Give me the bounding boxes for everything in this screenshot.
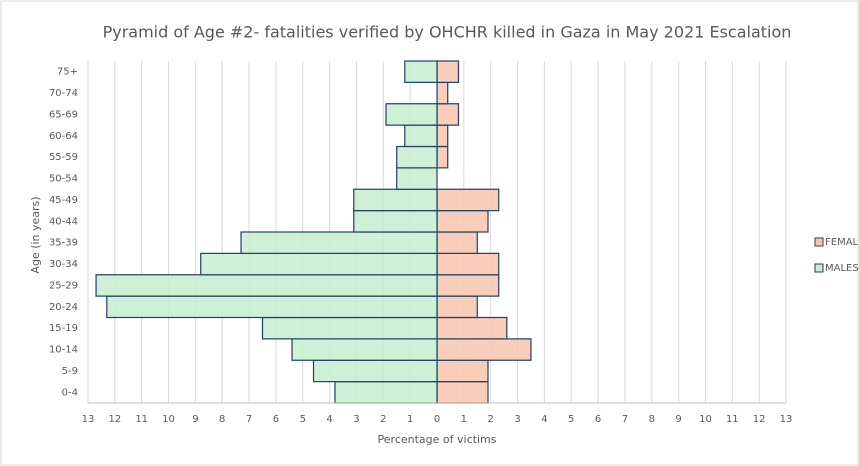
y-tick-label: 50-54 [49, 174, 78, 185]
x-tick-label: 7 [622, 414, 628, 425]
legend-swatch [814, 263, 824, 273]
x-tick-label: 2 [488, 414, 494, 425]
y-tick-label: 30-34 [49, 259, 78, 270]
y-tick-label: 5-9 [62, 366, 78, 377]
x-tick-label: 13 [82, 414, 95, 425]
x-tick-label: 8 [219, 414, 225, 425]
bar [353, 188, 438, 212]
bar [436, 295, 478, 319]
bar [396, 167, 438, 190]
bar [353, 210, 438, 233]
chart-title: Pyramid of Age #2- fatalities verified b… [103, 23, 792, 42]
bar [334, 381, 438, 404]
y-tick-label: 10-14 [49, 345, 78, 356]
bar [436, 188, 500, 212]
x-tick-label: 10 [162, 414, 175, 425]
bar [436, 252, 500, 276]
y-tick-label: 55-59 [49, 152, 78, 163]
bar [312, 359, 438, 383]
y-tick-label: 70-74 [49, 88, 78, 99]
y-tick-label: 65-69 [49, 109, 78, 120]
bar [291, 338, 438, 361]
y-tick-label: 20-24 [49, 302, 78, 313]
bar [240, 231, 438, 254]
x-tick-label: 1 [407, 414, 413, 425]
legend-swatch [814, 237, 824, 247]
x-tick-label: 13 [780, 414, 793, 425]
bar [436, 274, 500, 297]
y-tick-label: 40-44 [49, 216, 78, 227]
y-tick-label: 45-49 [49, 195, 78, 206]
y-tick-label: 60-64 [49, 131, 78, 142]
bar [436, 145, 449, 169]
y-tick-label: 75+ [57, 67, 78, 78]
x-tick-label: 3 [353, 414, 359, 425]
legend-label: FEMALES [825, 237, 859, 248]
y-axis-title: Age (in years) [29, 196, 42, 273]
y-tick-label: 25-29 [49, 280, 78, 291]
x-tick-label: 8 [649, 414, 655, 425]
bar [436, 60, 460, 83]
bar [436, 231, 478, 254]
x-tick-label: 5 [568, 414, 574, 425]
x-tick-label: 11 [135, 414, 148, 425]
x-tick-label: 1 [461, 414, 467, 425]
x-tick-label: 0 [434, 414, 440, 425]
x-tick-label: 10 [699, 414, 712, 425]
bar [261, 316, 438, 340]
bar [200, 252, 438, 276]
legend-label: MALES [825, 263, 859, 274]
x-tick-label: 4 [326, 414, 332, 425]
bar [436, 124, 449, 148]
bar [404, 60, 438, 83]
y-tick-label: 35-39 [49, 238, 78, 249]
x-tick-label: 9 [192, 414, 198, 425]
y-tick-label: 0-4 [62, 387, 78, 398]
x-tick-label: 7 [246, 414, 252, 425]
x-tick-label: 12 [753, 414, 766, 425]
bar [436, 381, 489, 404]
x-tick-label: 6 [273, 414, 279, 425]
x-axis-title: Percentage of victims [378, 433, 497, 446]
x-tick-label: 9 [675, 414, 681, 425]
bar [396, 145, 438, 169]
y-tick-label: 15-19 [49, 323, 78, 334]
bar [436, 81, 449, 105]
x-tick-label: 4 [541, 414, 547, 425]
x-tick-label: 11 [726, 414, 739, 425]
bar [436, 338, 532, 361]
bar [436, 210, 489, 233]
bar [95, 274, 438, 297]
x-tick-label: 12 [108, 414, 121, 425]
x-tick-label: 2 [380, 414, 386, 425]
x-tick-label: 5 [300, 414, 306, 425]
bar [106, 295, 438, 319]
bar [436, 316, 508, 340]
bar [436, 103, 460, 126]
bar [404, 124, 438, 148]
x-tick-label: 3 [514, 414, 520, 425]
bar [436, 359, 489, 383]
x-tick-label: 6 [595, 414, 601, 425]
bar [385, 103, 438, 126]
